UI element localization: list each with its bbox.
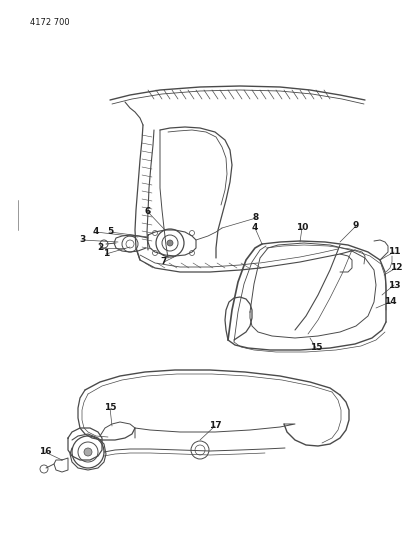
Circle shape	[167, 240, 173, 246]
Text: 7: 7	[161, 257, 167, 266]
Text: 9: 9	[353, 222, 359, 230]
Text: 2: 2	[97, 244, 103, 253]
Text: 15: 15	[310, 343, 322, 352]
Text: 15: 15	[104, 403, 116, 413]
Text: 1: 1	[103, 249, 109, 259]
Text: 8: 8	[253, 214, 259, 222]
Text: 4172 700: 4172 700	[30, 18, 70, 27]
Text: 5: 5	[107, 228, 113, 237]
Circle shape	[84, 448, 92, 456]
Text: 10: 10	[296, 223, 308, 232]
Text: 12: 12	[390, 263, 402, 272]
Text: 4: 4	[93, 228, 99, 237]
Text: 17: 17	[208, 422, 221, 431]
Text: 3: 3	[79, 236, 85, 245]
Text: 11: 11	[388, 247, 400, 256]
Text: 16: 16	[39, 448, 51, 456]
Text: 14: 14	[384, 297, 396, 306]
Text: 13: 13	[388, 280, 400, 289]
Text: 6: 6	[145, 207, 151, 216]
Text: 4: 4	[252, 223, 258, 232]
